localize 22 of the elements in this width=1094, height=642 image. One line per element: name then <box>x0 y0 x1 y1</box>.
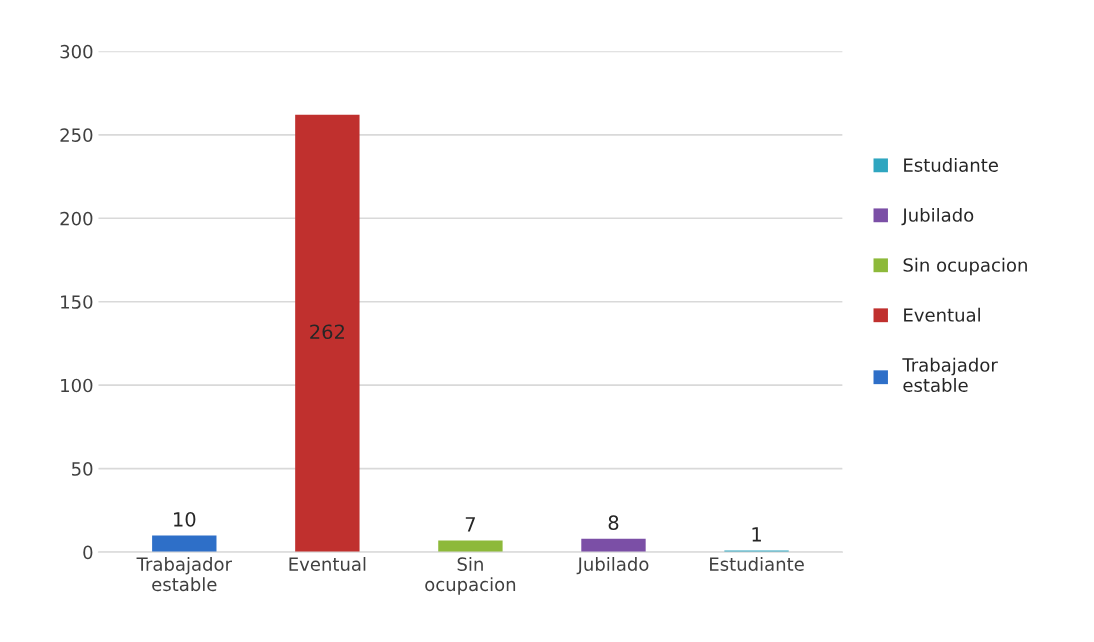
x-tick-label: Sin ocupacion <box>425 556 516 595</box>
legend-label: Estudiante <box>904 157 998 172</box>
legend-label: Jubilado <box>901 207 974 226</box>
y-tick-label: 100 <box>61 378 93 393</box>
y-tick-label: 50 <box>72 462 93 476</box>
data-label: 8 <box>608 515 619 530</box>
data-label: 1 <box>752 527 761 542</box>
y-tick-label: 300 <box>60 44 93 59</box>
data-label: 10 <box>174 511 196 527</box>
y-tick-label: 200 <box>60 211 93 226</box>
data-label: 7 <box>465 517 475 532</box>
legend-label: Trabajador estable <box>902 357 998 392</box>
x-tick-label: Trabajador estable <box>136 556 232 592</box>
y-tick-label: 150 <box>61 295 93 309</box>
legend-label: Eventual <box>904 307 980 322</box>
x-tick-label: Eventual <box>289 556 366 571</box>
y-tick-label: 0 <box>83 545 93 560</box>
data-label: 262 <box>310 324 344 340</box>
legend-label: Sin ocupacion <box>903 257 1027 276</box>
x-tick-label: Estudiante <box>710 556 804 571</box>
x-tick-label: Jubilado <box>576 556 649 575</box>
y-tick-label: 250 <box>60 128 93 142</box>
